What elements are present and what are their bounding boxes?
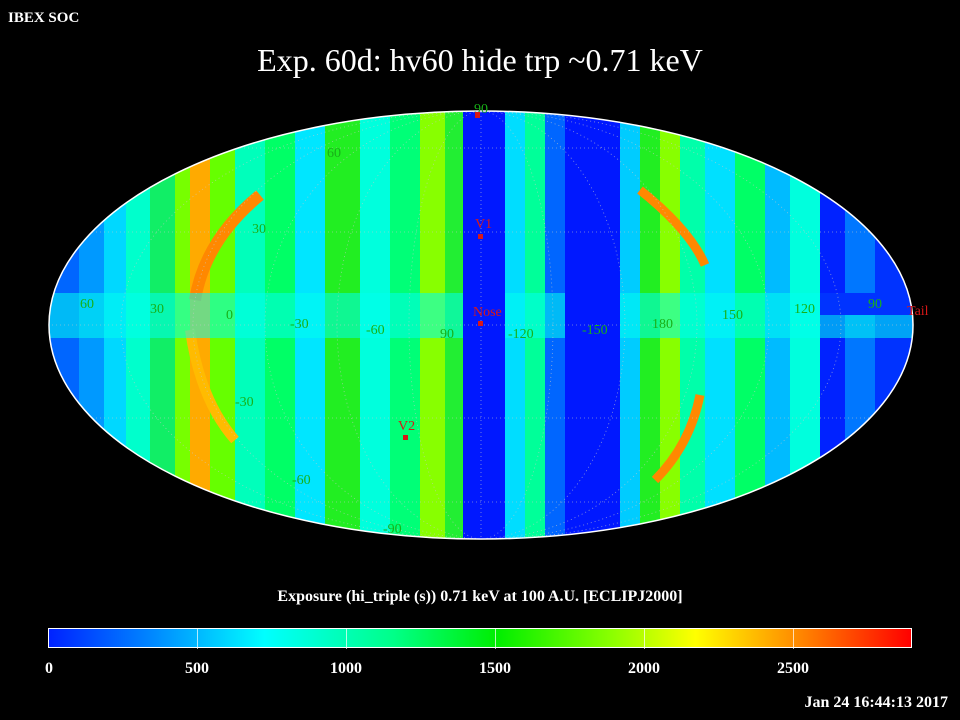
colorbar-title: Exposure (hi_triple (s)) 0.71 keV at 100…	[277, 588, 683, 605]
colorbar-label: 1500	[479, 660, 511, 677]
colorbar-label: 500	[185, 660, 209, 677]
colorbar-tick	[346, 629, 347, 649]
lat-label-neg90: -90	[383, 522, 402, 537]
colorbar-label: 1000	[330, 660, 362, 677]
marker-label-tail: Tail	[907, 304, 929, 319]
marker-label-nose: Nose	[473, 305, 502, 320]
marker-v2	[403, 435, 408, 440]
marker-label-v2: V2	[398, 419, 415, 434]
lon-label: -60	[366, 323, 385, 338]
timestamp: Jan 24 16:44:13 2017	[804, 694, 948, 711]
lat-label-30: 30	[252, 222, 266, 237]
lon-label: 150	[722, 308, 743, 323]
lon-label: -30	[290, 317, 309, 332]
lon-label: -150	[582, 323, 608, 338]
colorbar	[48, 628, 912, 649]
lon-label: 30	[150, 302, 164, 317]
colorbar-label: 2500	[777, 660, 809, 677]
lon-label: 90	[440, 327, 454, 342]
org-label: IBEX SOC	[8, 10, 80, 26]
pole-marker	[475, 112, 480, 118]
colorbar-tick	[793, 629, 794, 649]
colorbar-tick	[495, 629, 496, 649]
lat-label-neg30: -30	[235, 395, 254, 410]
lat-label-60: 60	[327, 146, 341, 161]
map-outline	[48, 110, 914, 540]
lon-label: 90	[868, 297, 882, 312]
colorbar-label: 2000	[628, 660, 660, 677]
marker-v1	[478, 234, 483, 239]
lat-label-neg60: -60	[292, 473, 311, 488]
lon-label: 0	[226, 308, 233, 323]
lon-label: 180	[652, 317, 673, 332]
lon-label: 120	[794, 302, 815, 317]
marker-nose	[478, 321, 483, 326]
colorbar-tick	[197, 629, 198, 649]
colorbar-label: 0	[45, 660, 53, 677]
lon-label: -120	[508, 327, 534, 342]
colorbar-tick	[644, 629, 645, 649]
page-title: Exp. 60d: hv60 hide trp ~0.71 keV	[257, 42, 703, 78]
lon-label: 60	[80, 297, 94, 312]
marker-label-v1: V1	[475, 217, 492, 232]
